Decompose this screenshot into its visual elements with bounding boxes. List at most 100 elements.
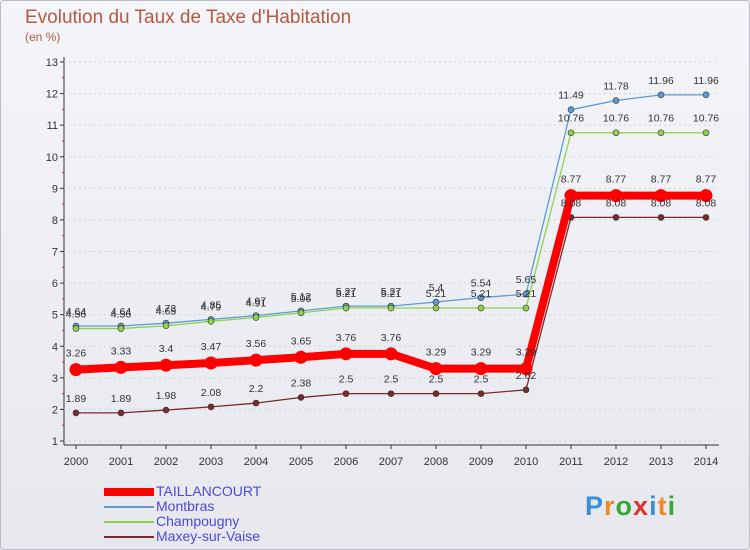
data-label-montbras: 11.96 <box>693 75 719 87</box>
data-label-champougny: 10.76 <box>558 113 584 125</box>
data-point-taillancourt <box>159 358 173 372</box>
y-tick-label: 13 <box>46 57 58 69</box>
data-point-taillancourt <box>519 362 533 376</box>
data-label-taillancourt: 3.47 <box>201 341 222 353</box>
data-label-champougny: 5.21 <box>381 288 402 300</box>
data-point-maxey-sur-vaise <box>432 390 440 397</box>
x-tick-label: 2011 <box>559 456 583 468</box>
data-label-taillancourt: 3.76 <box>381 332 402 344</box>
x-tick-label: 2001 <box>109 456 133 468</box>
x-tick-label: 2009 <box>469 456 493 468</box>
data-point-maxey-sur-vaise <box>522 386 530 394</box>
data-point-champougny <box>72 325 80 332</box>
legend-swatch-montbras <box>104 506 154 508</box>
data-point-champougny <box>432 304 440 312</box>
data-point-maxey-sur-vaise <box>477 390 485 397</box>
legend-label-maxey-sur-vaise: Maxey-sur-Vaise <box>156 528 260 544</box>
logo-letter: i <box>667 491 677 521</box>
x-tick-label: 2004 <box>244 456 268 468</box>
data-point-champougny <box>477 304 485 312</box>
data-label-champougny: 10.76 <box>648 113 674 125</box>
x-tick-label: 2013 <box>649 456 673 468</box>
data-label-montbras: 5.4 <box>429 282 444 294</box>
data-label-champougny: 4.56 <box>111 309 132 321</box>
data-point-champougny <box>702 129 710 137</box>
data-label-maxey-sur-vaise: 8.08 <box>561 197 582 209</box>
data-label-maxey-sur-vaise: 1.89 <box>111 393 132 405</box>
data-label-maxey-sur-vaise: 1.98 <box>156 390 177 402</box>
data-label-maxey-sur-vaise: 2.5 <box>339 374 354 386</box>
y-tick-label: 5 <box>52 310 58 322</box>
y-tick-label: 3 <box>52 373 58 385</box>
x-tick-label: 2002 <box>154 456 178 468</box>
data-label-maxey-sur-vaise: 2.2 <box>249 383 264 395</box>
data-point-champougny <box>387 304 395 312</box>
data-point-taillancourt <box>474 362 488 376</box>
data-label-champougny: 4.91 <box>246 298 267 310</box>
data-point-champougny <box>297 309 305 317</box>
data-label-montbras: 4.73 <box>156 303 177 315</box>
data-point-taillancourt <box>429 362 443 376</box>
x-tick-label: 2003 <box>199 456 223 468</box>
logo-letter: P <box>585 491 605 521</box>
data-label-champougny: 4.65 <box>156 306 177 318</box>
data-label-montbras: 11.96 <box>648 75 674 87</box>
y-tick-label: 9 <box>52 183 58 195</box>
data-point-champougny <box>342 304 350 312</box>
y-tick-label: 2 <box>52 404 58 416</box>
data-label-montbras: 11.78 <box>603 81 629 93</box>
legend-swatch-champougny <box>104 521 154 523</box>
data-point-taillancourt <box>384 347 398 361</box>
y-tick-label: 1 <box>52 436 58 448</box>
x-tick-label: 2012 <box>604 456 628 468</box>
data-point-maxey-sur-vaise <box>342 390 350 397</box>
data-label-taillancourt: 8.77 <box>696 174 717 186</box>
data-point-champougny <box>657 129 665 137</box>
data-label-montbras: 11.49 <box>558 90 584 102</box>
x-tick-label: 2000 <box>64 456 88 468</box>
data-point-montbras <box>657 91 665 99</box>
y-tick-label: 6 <box>52 278 58 290</box>
y-tick-label: 8 <box>52 215 58 227</box>
data-label-maxey-sur-vaise: 2.62 <box>516 370 537 382</box>
x-tick-label: 2014 <box>694 456 718 468</box>
data-label-champougny: 5.21 <box>426 288 447 300</box>
data-point-taillancourt <box>294 350 308 364</box>
data-point-maxey-sur-vaise <box>387 390 395 397</box>
data-point-champougny <box>252 314 260 321</box>
data-label-taillancourt: 3.29 <box>426 347 447 359</box>
legend-swatch-taillancourt <box>104 488 154 496</box>
data-label-champougny: 5.21 <box>516 288 537 300</box>
data-point-taillancourt <box>249 353 263 367</box>
data-label-taillancourt: 3.26 <box>66 348 87 360</box>
chart-subtitle: (en %) <box>25 30 61 44</box>
data-label-montbras: 5.27 <box>381 286 402 298</box>
data-label-champougny: 5.06 <box>291 293 312 305</box>
data-point-taillancourt <box>609 189 623 203</box>
data-label-maxey-sur-vaise: 2.38 <box>291 377 312 389</box>
data-label-maxey-sur-vaise: 2.08 <box>201 387 222 399</box>
data-label-maxey-sur-vaise: 8.08 <box>606 197 627 209</box>
x-tick-label: 2005 <box>289 456 313 468</box>
data-label-taillancourt: 3.65 <box>291 335 312 347</box>
x-tick-label: 2010 <box>514 456 538 468</box>
data-label-taillancourt: 8.77 <box>561 174 582 186</box>
x-tick-label: 2008 <box>424 456 448 468</box>
data-label-champougny: 4.79 <box>201 301 222 313</box>
data-label-maxey-sur-vaise: 8.08 <box>696 197 717 209</box>
data-label-taillancourt: 3.29 <box>471 347 492 359</box>
data-point-montbras <box>702 91 710 99</box>
data-label-montbras: 4.85 <box>201 299 222 311</box>
logo-letter: t <box>657 491 668 521</box>
x-tick-label: 2006 <box>334 456 358 468</box>
data-label-maxey-sur-vaise: 1.89 <box>66 393 87 405</box>
data-point-taillancourt <box>339 347 353 361</box>
data-label-taillancourt: 3.76 <box>336 332 357 344</box>
data-label-montbras: 4.97 <box>246 296 267 308</box>
data-point-maxey-sur-vaise <box>162 406 170 414</box>
data-label-taillancourt: 8.77 <box>651 174 672 186</box>
data-point-taillancourt <box>699 189 713 203</box>
legend-label-montbras: Montbras <box>156 498 215 514</box>
data-point-champougny <box>522 304 530 312</box>
